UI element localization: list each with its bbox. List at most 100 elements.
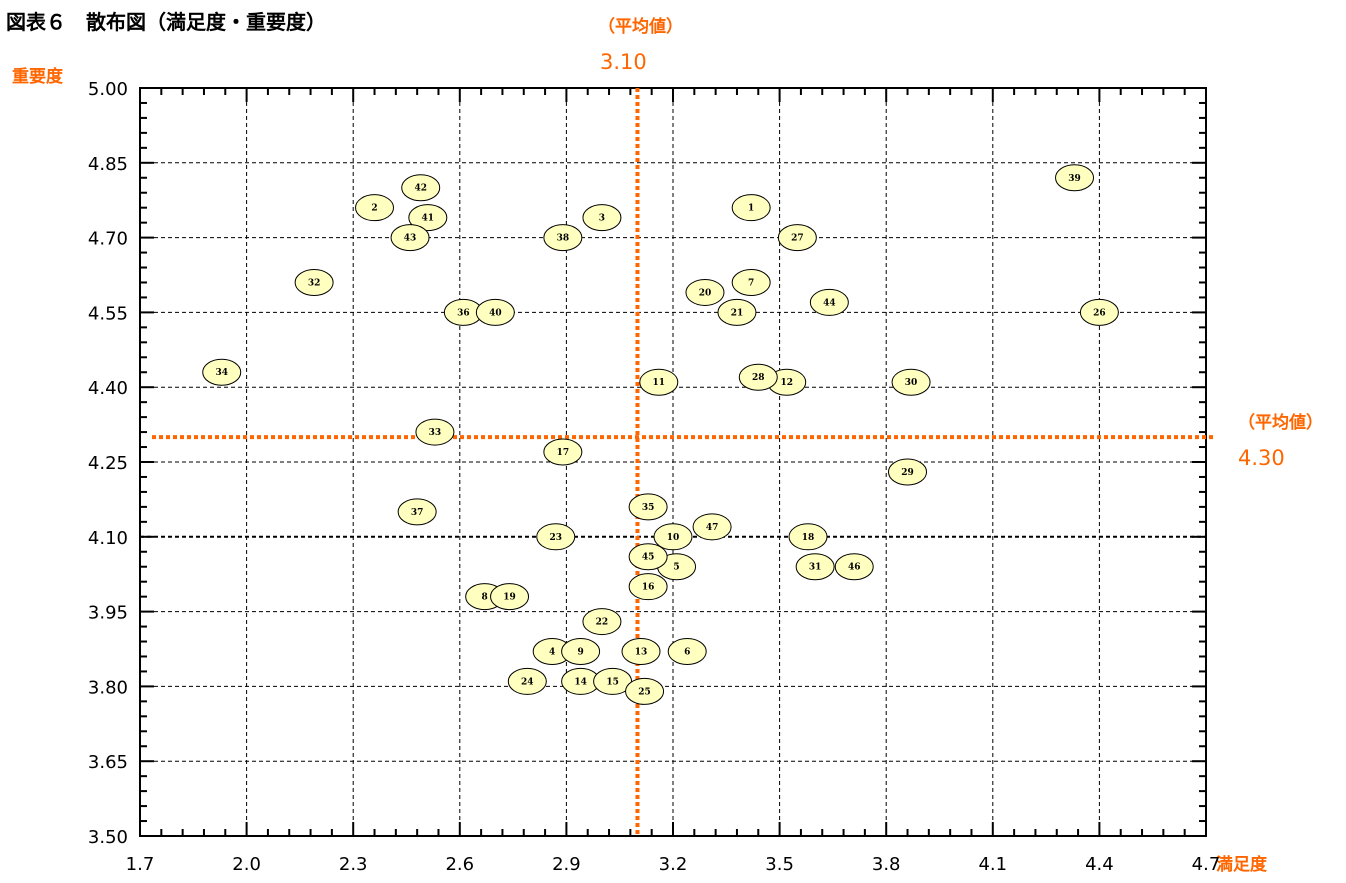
data-point-label: 37	[411, 508, 424, 518]
data-point-label: 47	[706, 523, 719, 533]
data-point-label: 25	[638, 687, 651, 697]
average-y-label: （平均値）	[1238, 413, 1323, 433]
data-point-label: 6	[684, 647, 690, 657]
data-point-label: 36	[457, 308, 470, 318]
data-point-19	[490, 583, 530, 611]
data-point-42	[401, 174, 441, 202]
y-tick-label: 4.85	[88, 154, 128, 175]
x-tick-label: 4.1	[978, 854, 1007, 875]
data-point-11	[639, 368, 679, 396]
data-point-label: 40	[489, 308, 502, 318]
data-point-label: 21	[731, 308, 744, 318]
y-tick-label: 4.10	[88, 528, 128, 549]
data-point-label: 34	[215, 368, 228, 378]
y-tick-label: 3.95	[88, 603, 128, 624]
data-point-label: 5	[673, 563, 679, 573]
data-point-label: 33	[429, 428, 442, 438]
chart-title: 図表６ 散布図（満足度・重要度）	[6, 10, 326, 34]
y-tick-label: 5.00	[88, 79, 128, 100]
data-point-17	[543, 438, 583, 466]
data-point-34	[202, 358, 242, 386]
data-point-label: 32	[308, 278, 321, 288]
plot-frame	[139, 87, 1207, 837]
x-tick-label: 3.5	[765, 854, 794, 875]
data-point-label: 19	[503, 593, 516, 603]
data-point-28	[738, 363, 778, 391]
data-point-9	[561, 637, 601, 665]
data-point-37	[397, 498, 437, 526]
data-point-2	[355, 194, 395, 222]
y-tick-label: 4.55	[88, 303, 128, 324]
data-point-label: 7	[748, 278, 754, 288]
x-tick-label: 2.9	[552, 854, 581, 875]
y-tick-label: 4.40	[88, 378, 128, 399]
data-point-21	[717, 298, 757, 326]
data-point-label: 43	[404, 234, 417, 244]
data-point-10	[653, 523, 693, 551]
y-tick-label: 3.80	[88, 677, 128, 698]
data-point-29	[888, 458, 928, 486]
data-point-label: 23	[549, 533, 562, 543]
data-point-label: 15	[606, 677, 619, 687]
data-point-label: 45	[642, 553, 655, 563]
data-point-23	[536, 523, 576, 551]
y-axis-title: 重要度	[12, 67, 63, 87]
y-tick-label: 4.25	[88, 453, 128, 474]
average-x-value: 3.10	[600, 50, 647, 74]
data-point-label: 12	[780, 378, 793, 388]
x-tick-label: 4.4	[1085, 854, 1114, 875]
data-point-label: 39	[1068, 174, 1081, 184]
data-point-18	[788, 523, 828, 551]
data-point-13	[621, 637, 661, 665]
y-tick-label: 3.65	[88, 752, 128, 773]
data-point-label: 24	[521, 677, 534, 687]
data-point-label: 22	[596, 618, 609, 628]
data-point-41	[408, 204, 448, 232]
data-point-label: 17	[557, 448, 570, 458]
data-point-label: 29	[901, 468, 914, 478]
data-point-label: 18	[802, 533, 815, 543]
data-point-31	[795, 553, 835, 581]
data-point-label: 30	[905, 378, 918, 388]
data-point-40	[475, 298, 515, 326]
y-tick-label: 4.70	[88, 229, 128, 250]
data-point-label: 31	[809, 563, 822, 573]
x-tick-label: 2.6	[445, 854, 474, 875]
data-point-38	[543, 224, 583, 252]
data-point-label: 35	[642, 503, 655, 513]
data-point-47	[692, 513, 732, 541]
data-point-44	[809, 288, 849, 316]
data-point-label: 9	[577, 647, 583, 657]
data-point-label: 20	[699, 288, 712, 298]
data-point-27	[777, 224, 817, 252]
data-point-1	[731, 194, 771, 222]
data-point-label: 46	[848, 563, 861, 573]
x-tick-label: 3.8	[872, 854, 901, 875]
data-point-label: 38	[557, 234, 570, 244]
data-point-label: 4	[549, 647, 555, 657]
x-tick-label: 4.7	[1192, 854, 1221, 875]
data-point-26	[1079, 298, 1119, 326]
data-point-16	[628, 573, 668, 601]
data-point-label: 41	[422, 214, 435, 224]
data-point-label: 44	[823, 298, 836, 308]
data-point-label: 8	[482, 593, 488, 603]
data-point-25	[625, 677, 665, 705]
data-point-39	[1055, 164, 1095, 192]
data-point-6	[667, 637, 707, 665]
data-point-46	[834, 553, 874, 581]
x-tick-label: 2.0	[232, 854, 261, 875]
data-point-43	[390, 224, 430, 252]
x-tick-label: 2.3	[339, 854, 368, 875]
data-point-label: 10	[667, 533, 680, 543]
data-point-label: 26	[1093, 308, 1106, 318]
data-point-35	[628, 493, 668, 521]
x-tick-label: 1.7	[126, 854, 155, 875]
data-point-label: 11	[653, 378, 666, 388]
data-point-label: 28	[752, 373, 765, 383]
data-point-33	[415, 418, 455, 446]
data-point-3	[582, 204, 622, 232]
data-point-22	[582, 608, 622, 636]
data-point-label: 3	[599, 214, 605, 224]
